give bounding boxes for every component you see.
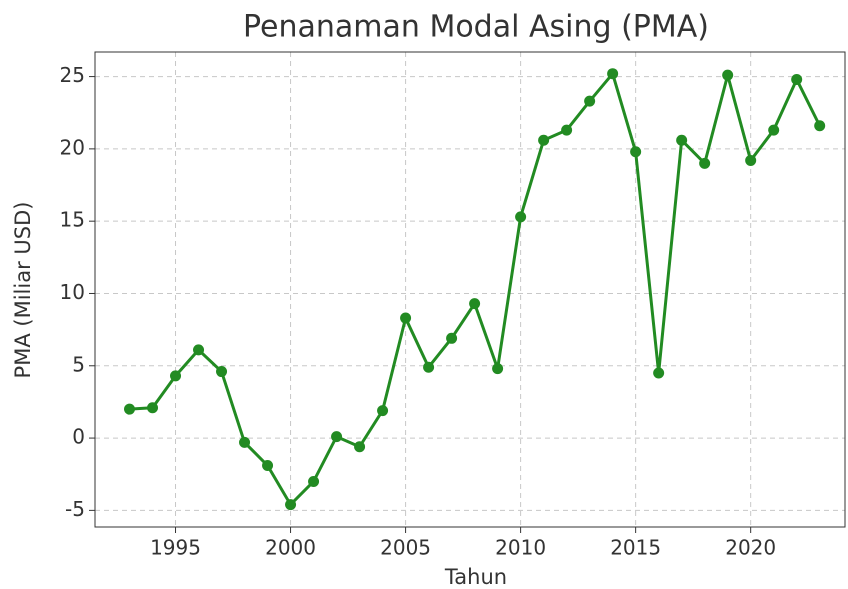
plot-frame xyxy=(94,51,846,528)
x-tick-label: 1995 xyxy=(150,536,201,560)
y-tick-label: 5 xyxy=(72,352,85,376)
y-tick-label: 20 xyxy=(60,135,85,159)
y-tick-label: 15 xyxy=(60,208,85,232)
y-tick-label: 10 xyxy=(60,280,85,304)
y-tick-label: 0 xyxy=(72,425,85,449)
point xyxy=(745,154,757,166)
point xyxy=(653,367,665,379)
point xyxy=(262,460,274,472)
point xyxy=(492,363,504,375)
point xyxy=(630,146,642,158)
y-axis-label: PMA (Miliar USD) xyxy=(11,202,35,379)
point xyxy=(469,298,481,310)
x-tick-label: 2020 xyxy=(725,536,776,560)
point xyxy=(308,475,320,487)
point xyxy=(239,436,251,448)
point xyxy=(699,157,711,169)
x-tick-label: 2005 xyxy=(380,536,431,560)
point xyxy=(331,431,343,443)
point xyxy=(446,332,458,344)
point xyxy=(193,344,205,356)
point xyxy=(147,402,159,414)
x-tick-label: 2000 xyxy=(265,536,316,560)
point xyxy=(354,441,366,453)
point xyxy=(423,361,435,373)
point xyxy=(722,69,734,81)
x-tick-label: 2015 xyxy=(610,536,661,560)
point xyxy=(285,499,297,511)
point xyxy=(515,211,527,223)
point xyxy=(814,120,826,132)
point xyxy=(561,124,573,136)
point xyxy=(676,134,688,146)
point xyxy=(538,134,550,146)
point xyxy=(607,68,619,80)
point xyxy=(400,312,412,324)
line xyxy=(129,72,822,507)
chart-title: Penanaman Modal Asing (PMA) xyxy=(243,10,709,45)
x-axis-label: Tahun xyxy=(444,565,507,589)
point xyxy=(768,124,780,136)
point xyxy=(377,405,389,417)
point xyxy=(124,403,136,415)
x-tick-label: 2010 xyxy=(495,536,546,560)
y-tick-label: -5 xyxy=(65,497,85,521)
y-tick-label: 25 xyxy=(60,63,85,87)
point xyxy=(216,366,228,378)
point xyxy=(170,370,182,382)
point xyxy=(791,73,803,85)
point xyxy=(584,95,596,107)
